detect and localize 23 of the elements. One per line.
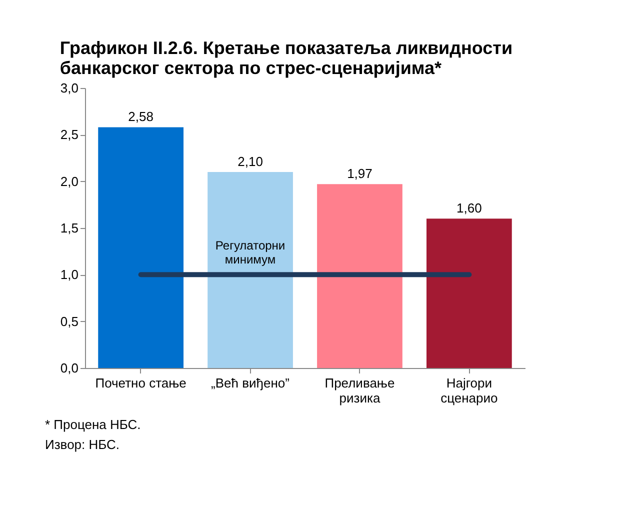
y-tick-label: 3,0 — [60, 80, 78, 96]
bar — [426, 218, 512, 368]
data-label: 1,60 — [456, 200, 482, 216]
bar — [208, 172, 293, 368]
text: Извор: НБС. — [45, 437, 120, 452]
bar — [317, 184, 402, 368]
y-tick-label: 2,0 — [60, 174, 78, 189]
data-label: 2,58 — [128, 109, 154, 124]
chart-title: Графикон II.2.6. Кретање показатеља ликвидности банкарског сектора по стрес-сценаријима* — [60, 38, 513, 78]
x-tick-label: Почетно стање — [95, 376, 186, 390]
text: * Процена НБС. — [45, 417, 141, 432]
x-tick-label: „Већ виђено” — [211, 376, 290, 390]
y-tick-label: 0,0 — [60, 360, 78, 376]
bar — [98, 127, 184, 368]
x-tick-label: Најгори сценарио — [440, 376, 498, 406]
data-label: 2,10 — [238, 154, 263, 169]
data-label: 1,97 — [347, 166, 372, 182]
ref-line-label: Регулаторни минимум — [215, 238, 286, 267]
y-tick-label: 0,5 — [60, 314, 78, 329]
y-tick-label: 2,5 — [60, 127, 78, 142]
y-tick-label: 1,0 — [60, 267, 78, 282]
y-tick-label: 1,5 — [60, 220, 78, 236]
x-tick-label: Преливање ризика — [324, 376, 395, 406]
